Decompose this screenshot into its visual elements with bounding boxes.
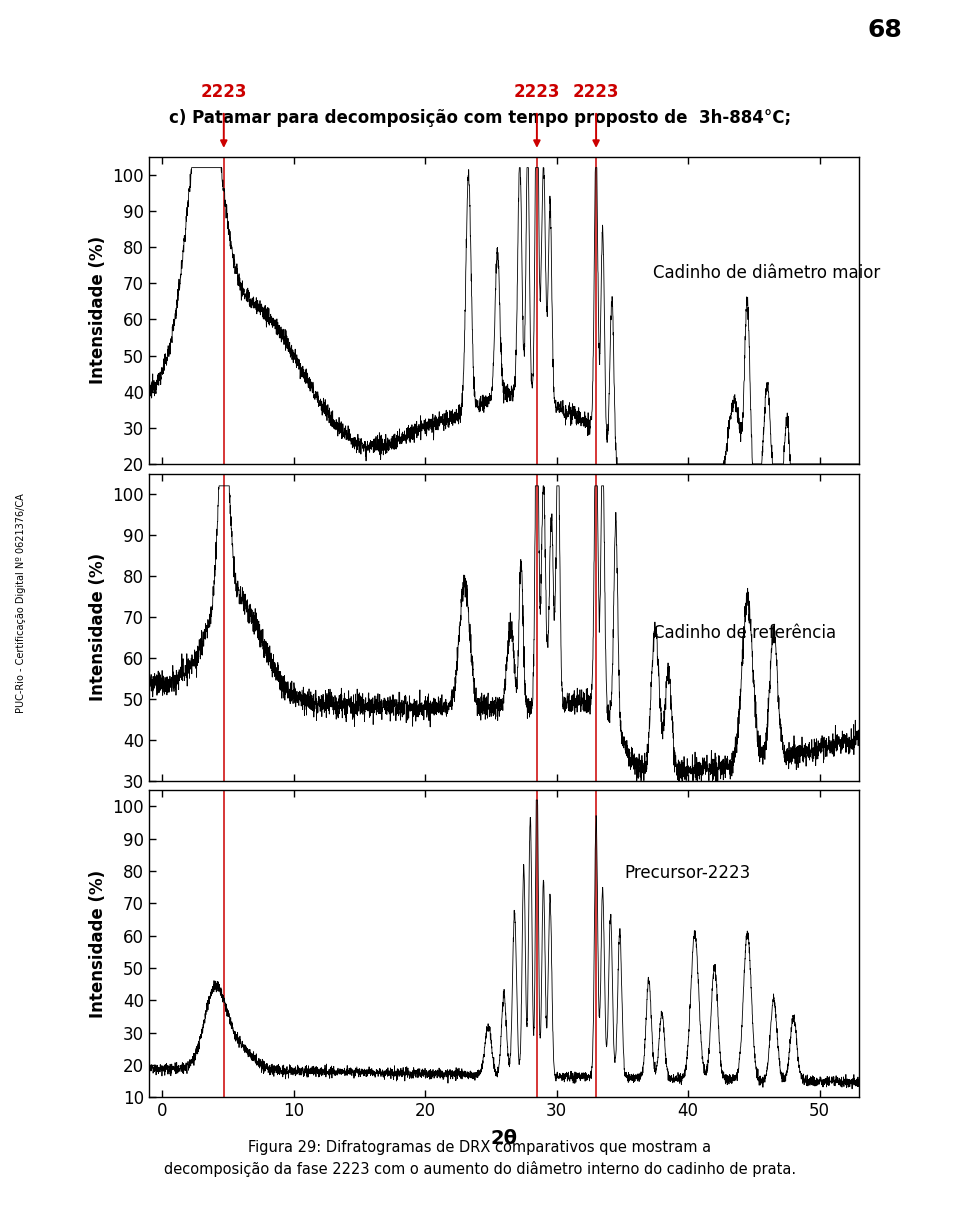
Text: Cadinho de referência: Cadinho de referência — [653, 625, 836, 643]
Text: Figura 29: Difratogramas de DRX comparativos que mostram a
decomposição da fase : Figura 29: Difratogramas de DRX comparat… — [164, 1140, 796, 1177]
Text: Cadinho de diâmetro maior: Cadinho de diâmetro maior — [653, 264, 880, 282]
Y-axis label: Intensidade (%): Intensidade (%) — [88, 554, 107, 701]
Text: 2223: 2223 — [201, 83, 247, 101]
Text: 2223: 2223 — [573, 83, 619, 101]
Text: Precursor-2223: Precursor-2223 — [625, 865, 751, 883]
Text: c) Patamar para decomposição com tempo proposto de  3h-884°C;: c) Patamar para decomposição com tempo p… — [169, 109, 791, 127]
Text: 2223: 2223 — [514, 83, 560, 101]
Text: 68: 68 — [868, 18, 902, 42]
Text: PUC-Rio - Certificação Digital Nº 0621376/CA: PUC-Rio - Certificação Digital Nº 062137… — [16, 493, 26, 713]
Y-axis label: Intensidade (%): Intensidade (%) — [88, 236, 107, 385]
X-axis label: 2θ: 2θ — [491, 1129, 517, 1148]
Y-axis label: Intensidade (%): Intensidade (%) — [88, 870, 107, 1018]
